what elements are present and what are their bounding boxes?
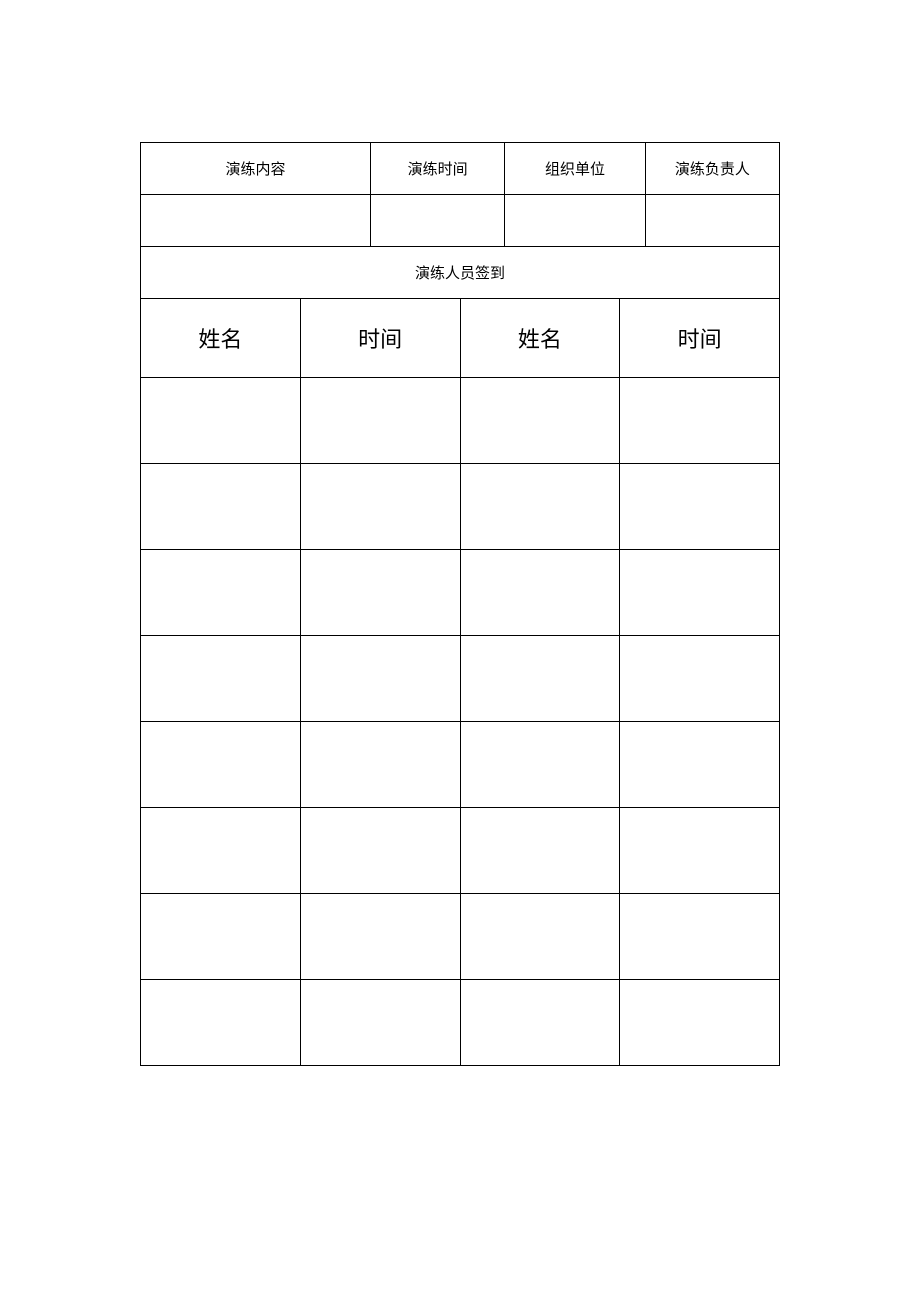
cell-name — [141, 377, 301, 463]
cell-name — [460, 721, 620, 807]
cell-name — [460, 807, 620, 893]
info-unit-cell — [505, 195, 646, 247]
cell-time — [620, 549, 780, 635]
signin-table: 姓名 时间 姓名 时间 — [140, 299, 780, 1066]
info-row — [141, 195, 780, 247]
header-unit: 组织单位 — [505, 143, 646, 195]
cell-time — [620, 463, 780, 549]
signin-header-time1: 时间 — [300, 299, 460, 377]
signin-header-time2: 时间 — [620, 299, 780, 377]
table-row — [141, 893, 780, 979]
drill-signin-table: 演练内容 演练时间 组织单位 演练负责人 演练人员签到 姓名 时间 姓名 时间 — [140, 142, 780, 1066]
signin-header-name1: 姓名 — [141, 299, 301, 377]
info-person-cell — [645, 195, 779, 247]
table-row — [141, 979, 780, 1065]
cell-name — [141, 979, 301, 1065]
cell-time — [300, 463, 460, 549]
table-row — [141, 721, 780, 807]
cell-name — [141, 807, 301, 893]
cell-time — [300, 635, 460, 721]
cell-name — [460, 463, 620, 549]
cell-name — [460, 377, 620, 463]
cell-time — [300, 893, 460, 979]
cell-time — [300, 549, 460, 635]
signin-title-row: 演练人员签到 — [141, 247, 780, 299]
cell-time — [620, 635, 780, 721]
cell-time — [620, 807, 780, 893]
cell-name — [141, 893, 301, 979]
cell-time — [300, 979, 460, 1065]
cell-name — [460, 549, 620, 635]
cell-name — [141, 635, 301, 721]
cell-name — [460, 979, 620, 1065]
cell-time — [300, 721, 460, 807]
cell-name — [141, 721, 301, 807]
main-table: 演练内容 演练时间 组织单位 演练负责人 演练人员签到 — [140, 142, 780, 299]
cell-time — [620, 721, 780, 807]
cell-time — [620, 377, 780, 463]
table-row — [141, 549, 780, 635]
cell-name — [141, 549, 301, 635]
cell-name — [460, 893, 620, 979]
header-time: 演练时间 — [371, 143, 505, 195]
table-row — [141, 635, 780, 721]
cell-name — [460, 635, 620, 721]
table-row — [141, 377, 780, 463]
cell-time — [300, 377, 460, 463]
cell-time — [620, 893, 780, 979]
info-content-cell — [141, 195, 371, 247]
header-row: 演练内容 演练时间 组织单位 演练负责人 — [141, 143, 780, 195]
signin-header-row: 姓名 时间 姓名 时间 — [141, 299, 780, 377]
info-time-cell — [371, 195, 505, 247]
header-person: 演练负责人 — [645, 143, 779, 195]
cell-time — [620, 979, 780, 1065]
signin-title: 演练人员签到 — [141, 247, 780, 299]
signin-header-name2: 姓名 — [460, 299, 620, 377]
cell-name — [141, 463, 301, 549]
header-content: 演练内容 — [141, 143, 371, 195]
table-row — [141, 463, 780, 549]
table-row — [141, 807, 780, 893]
cell-time — [300, 807, 460, 893]
